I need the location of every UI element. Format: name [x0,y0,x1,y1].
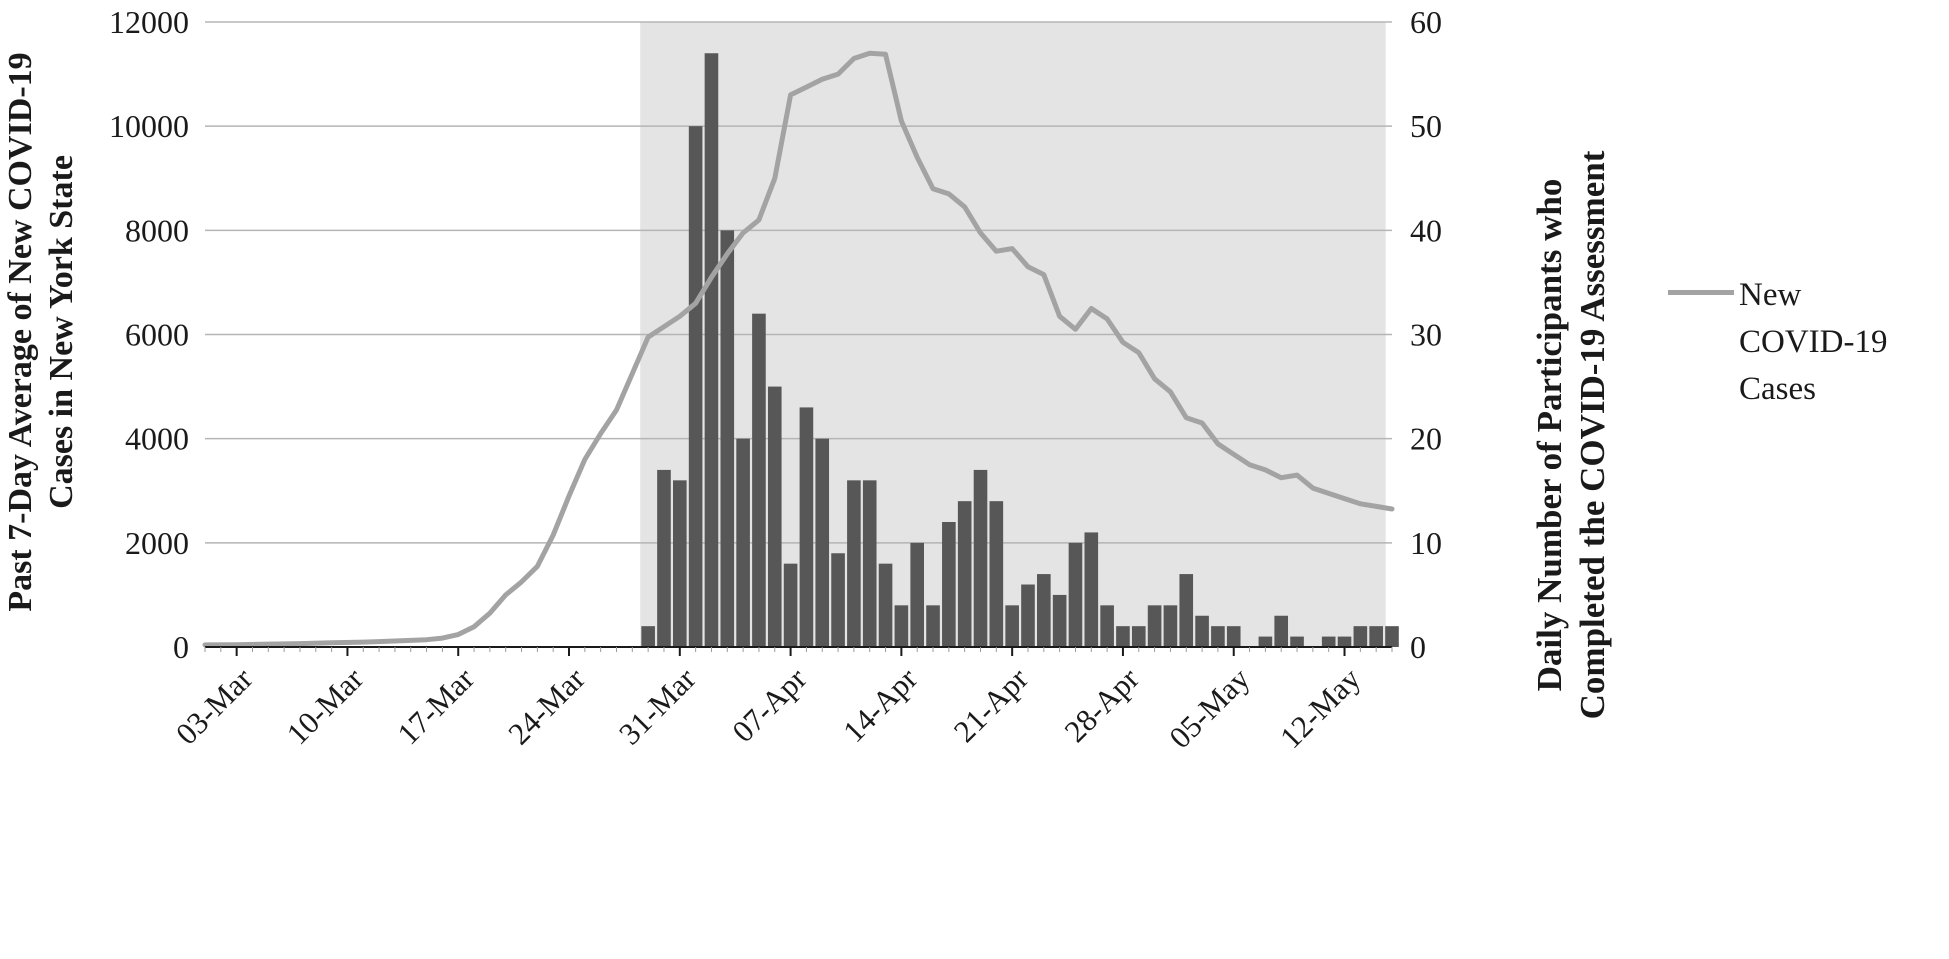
left-axis-title-line2: Cases in New York State [43,155,81,509]
left-axis-title-line1: Past 7-Day Average of New COVID-19 [2,52,39,612]
x-tick-label: 28-Apr [1058,660,1147,749]
new-covid-cases-line [202,50,1395,648]
participants-bar [973,469,988,647]
participants-bar [847,480,861,647]
participants-bar [767,386,782,647]
participants-bar [1100,605,1114,647]
participants-bar [1195,615,1209,647]
x-tick-label: 24-Mar [501,660,592,751]
x-tick-label: 21-Apr [947,660,1036,749]
participants-bar [1037,574,1051,647]
participants-bar [815,438,830,647]
participants-bar [878,563,893,647]
participants-bar [1337,636,1352,647]
participants-bar [1353,626,1368,647]
x-tick-label: 07-Apr [725,660,814,749]
participants-bar [1131,626,1146,647]
x-tick-label: 03-Mar [169,660,260,751]
right-axis-title-line2: Completed the COVID-19 Assessment [1572,150,1612,720]
right-tick-label: 0 [1410,629,1426,665]
axis-ticks [204,647,1393,656]
legend-label: New COVID-19 Cases [1739,272,1887,413]
left-tick-label: 2000 [125,525,189,561]
participants-bar [1369,626,1383,647]
participants-bar [1211,626,1225,647]
participants-bar [1290,636,1304,647]
participants-bar [1258,636,1273,647]
participants-bar [1116,626,1130,647]
participants-bar [641,626,655,647]
participants-bar [688,126,703,647]
participants-bar [783,563,798,647]
participants-bar [704,53,719,647]
right-tick-label: 60 [1410,4,1442,40]
left-tick-label: 6000 [125,317,189,353]
participants-bar [910,542,925,647]
legend-label-line2: COVID-19 [1739,323,1888,360]
participants-bar [736,438,750,647]
participants-bar [1321,636,1336,647]
legend: New COVID-19 Cases [1668,272,1887,413]
participants-bar [1021,584,1035,647]
x-tick-label: 05-May [1162,661,1257,756]
participants-bar [1163,605,1178,647]
participants-bar [989,501,1004,647]
bars-series [641,53,1399,648]
participants-bar [862,480,877,647]
right-tick-label: 40 [1410,212,1442,248]
participants-bar [1179,574,1194,647]
legend-line-sample [1668,290,1734,295]
participants-bar [1068,542,1083,647]
right-tick-label: 10 [1410,525,1442,561]
left-axis-title: Past 7-Day Average of New COVID-19 Cases… [0,0,96,672]
legend-label-line3: Cases [1739,370,1816,407]
left-tick-label: 12000 [109,4,189,40]
right-axis-title-line1: Daily Number of Participants who [1530,178,1569,692]
participants-bar [657,469,671,647]
x-tick-label: 17-Mar [390,660,481,751]
left-tick-label: 8000 [125,212,189,248]
participants-bar [720,230,735,648]
participants-bar [957,501,972,647]
left-tick-label: 0 [173,629,189,665]
right-tick-label: 20 [1410,421,1442,457]
right-tick-label: 50 [1410,108,1442,144]
participants-bar [1226,626,1241,647]
participants-bar [831,553,845,647]
legend-label-line1: New [1739,277,1802,313]
participants-bar [752,313,766,647]
participants-bar [1274,615,1289,647]
left-tick-label: 10000 [109,108,189,144]
right-axis-title: Daily Number of Participants who Complet… [1529,0,1627,885]
right-tick-label: 30 [1410,317,1442,353]
participants-bar [799,407,814,647]
x-tick-label: 14-Apr [836,660,925,749]
participants-bar [894,605,909,647]
gridlines [205,21,1392,544]
x-tick-label: 31-Mar [612,660,703,751]
participants-bar [926,605,940,647]
x-tick-label: 10-Mar [280,660,371,751]
participants-bar [1147,605,1162,647]
participants-bar [1084,532,1099,647]
participants-bar [942,522,956,647]
participants-bar [1005,605,1019,647]
x-tick-label: 12-May [1273,661,1368,756]
participants-bar [1052,594,1067,647]
participants-bar [672,480,687,647]
left-tick-label: 4000 [125,421,189,457]
participants-bar [1385,626,1399,647]
